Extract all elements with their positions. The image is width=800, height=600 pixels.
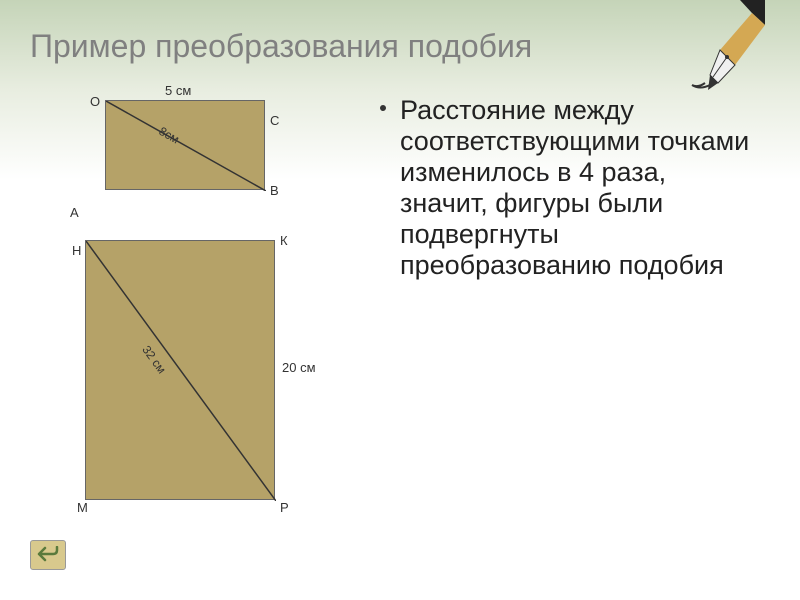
diagram-area: 5 см О С В А 8см Н К Р М 20 см 32 см: [30, 85, 390, 565]
small-rectangle: [105, 100, 265, 190]
large-rect-right-label: 20 см: [282, 360, 316, 375]
body-text: Расстояние между соответствующими точкам…: [400, 95, 760, 281]
pen-nib-icon: [680, 0, 780, 95]
small-rect-vertex-a: А: [70, 205, 79, 220]
body-text-content: Расстояние между соответствующими точкам…: [400, 95, 749, 280]
small-rect-top-label: 5 см: [165, 83, 191, 98]
large-rect-vertex-n: Н: [72, 243, 81, 258]
large-rect-vertex-m: М: [77, 500, 88, 515]
back-button[interactable]: [30, 540, 66, 570]
page-title: Пример преобразования подобия: [30, 28, 532, 65]
small-rect-vertex-b: В: [270, 183, 279, 198]
bullet-icon: [380, 105, 386, 111]
return-arrow-icon: [37, 546, 59, 564]
small-rect-vertex-c: С: [270, 113, 279, 128]
small-rect-vertex-o: О: [90, 94, 100, 109]
large-rect-vertex-p: Р: [280, 500, 289, 515]
large-rectangle: [85, 240, 275, 500]
large-rect-vertex-k: К: [280, 233, 288, 248]
